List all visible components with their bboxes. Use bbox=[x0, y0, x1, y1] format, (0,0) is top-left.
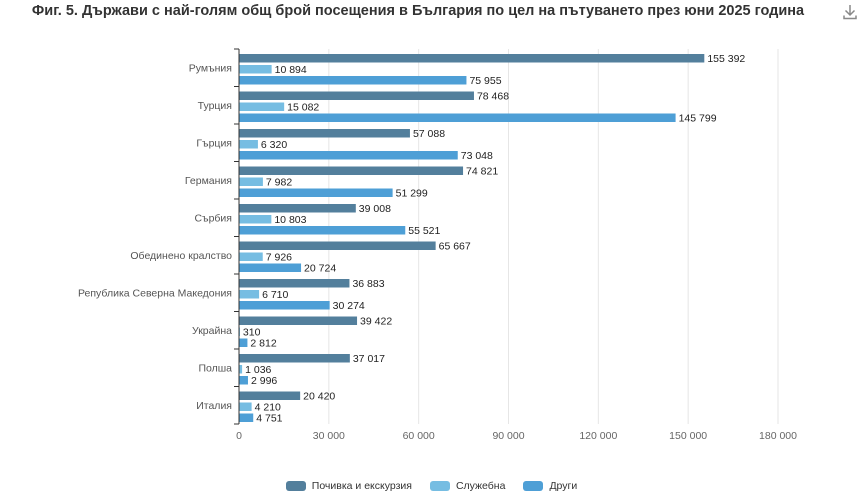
bar bbox=[239, 151, 458, 160]
grid-lines bbox=[328, 49, 779, 424]
bar bbox=[239, 215, 272, 224]
data-label: 51 299 bbox=[396, 188, 428, 200]
category-label: Украйна bbox=[192, 325, 232, 337]
labels: 0 30 000 60 000 90 000 120 000 150 000 180 000… bbox=[78, 53, 797, 442]
data-label: 39 422 bbox=[360, 316, 392, 328]
data-label: 30 274 bbox=[333, 300, 365, 312]
bar bbox=[239, 226, 406, 235]
bar bbox=[239, 413, 254, 422]
data-label: 4 751 bbox=[256, 413, 282, 425]
bar bbox=[239, 102, 285, 111]
category-label: Република Северна Македония bbox=[78, 287, 232, 299]
data-label: 36 883 bbox=[352, 278, 384, 290]
legend-item[interactable]: Почивка и екскурзия bbox=[285, 480, 412, 492]
chart-title: Фиг. 5. Държави с най-голям общ брой пос… bbox=[31, 3, 805, 19]
bar bbox=[239, 301, 330, 310]
legend: Почивка и екскурзия Служебна Други bbox=[0, 480, 863, 492]
x-tick-label: 60 000 bbox=[403, 430, 435, 442]
download-icon[interactable] bbox=[841, 3, 859, 21]
data-label: 74 821 bbox=[466, 166, 498, 178]
data-label: 55 521 bbox=[408, 225, 440, 237]
bar bbox=[239, 338, 248, 347]
category-label: Полша bbox=[198, 362, 232, 374]
data-label: 65 667 bbox=[439, 241, 471, 253]
bar bbox=[239, 166, 464, 175]
legend-swatch bbox=[429, 481, 450, 491]
data-label: 10 894 bbox=[275, 64, 307, 76]
data-label: 20 724 bbox=[304, 263, 336, 275]
bar bbox=[239, 252, 263, 261]
category-label: Турция bbox=[198, 100, 232, 112]
bar bbox=[239, 391, 301, 400]
bar bbox=[239, 54, 705, 63]
bar bbox=[239, 290, 260, 299]
bar bbox=[239, 65, 272, 74]
legend-swatch bbox=[523, 481, 544, 491]
data-label: 7 926 bbox=[266, 252, 292, 264]
x-tick-label: 30 000 bbox=[313, 430, 345, 442]
bar bbox=[239, 188, 393, 197]
bar bbox=[239, 204, 356, 213]
bar bbox=[239, 354, 350, 363]
bar-chart: 0 30 000 60 000 90 000 120 000 150 000 180 000… bbox=[78, 48, 797, 442]
category-label: Румъния bbox=[189, 62, 232, 74]
category-label: Сърбия bbox=[194, 212, 232, 224]
data-label: 6 710 bbox=[262, 289, 288, 301]
data-label: 2 996 bbox=[251, 375, 277, 387]
legend-swatch bbox=[285, 481, 306, 491]
bar bbox=[239, 129, 410, 138]
data-label: 75 955 bbox=[469, 75, 501, 87]
bar bbox=[239, 316, 358, 325]
data-label: 57 088 bbox=[413, 128, 445, 140]
legend-label: Други bbox=[549, 480, 578, 492]
legend-label: Почивка и екскурзия bbox=[311, 480, 412, 492]
bar bbox=[239, 113, 676, 122]
data-label: 155 392 bbox=[707, 53, 745, 65]
data-label: 6 320 bbox=[261, 139, 287, 151]
legend-item[interactable]: Други bbox=[523, 480, 577, 492]
x-tick-label: 180 000 bbox=[759, 430, 797, 442]
axes bbox=[234, 48, 240, 425]
data-label: 39 008 bbox=[359, 203, 391, 215]
category-label: Обединено кралство bbox=[130, 250, 232, 262]
legend-label: Служебна bbox=[455, 480, 506, 492]
bar bbox=[239, 177, 263, 186]
bar bbox=[239, 76, 467, 85]
data-label: 310 bbox=[243, 327, 261, 339]
data-label: 2 812 bbox=[250, 338, 276, 350]
bar bbox=[239, 140, 258, 149]
data-label: 78 468 bbox=[477, 91, 509, 103]
data-label: 10 803 bbox=[274, 214, 306, 226]
data-label: 20 420 bbox=[303, 391, 335, 403]
bar bbox=[239, 365, 243, 374]
x-tick-label: 150 000 bbox=[669, 430, 707, 442]
bar bbox=[239, 91, 474, 100]
x-tick-label: 120 000 bbox=[579, 430, 617, 442]
data-label: 7 982 bbox=[266, 177, 292, 189]
bar bbox=[239, 376, 248, 385]
category-label: Германия bbox=[185, 175, 232, 187]
bar bbox=[239, 263, 302, 272]
category-label: Италия bbox=[196, 400, 232, 412]
bar bbox=[239, 279, 350, 288]
legend-item[interactable]: Служебна bbox=[429, 480, 506, 492]
data-label: 15 082 bbox=[287, 102, 319, 114]
bar bbox=[239, 241, 436, 250]
bar bbox=[239, 402, 252, 411]
bars bbox=[239, 54, 705, 422]
category-label: Гърция bbox=[196, 137, 232, 149]
x-tick-label: 0 bbox=[236, 430, 242, 442]
data-label: 37 017 bbox=[353, 353, 385, 365]
data-label: 4 210 bbox=[255, 402, 281, 414]
data-label: 73 048 bbox=[461, 150, 493, 162]
data-label: 145 799 bbox=[679, 113, 717, 125]
data-label: 1 036 bbox=[245, 364, 271, 376]
x-tick-label: 90 000 bbox=[492, 430, 524, 442]
